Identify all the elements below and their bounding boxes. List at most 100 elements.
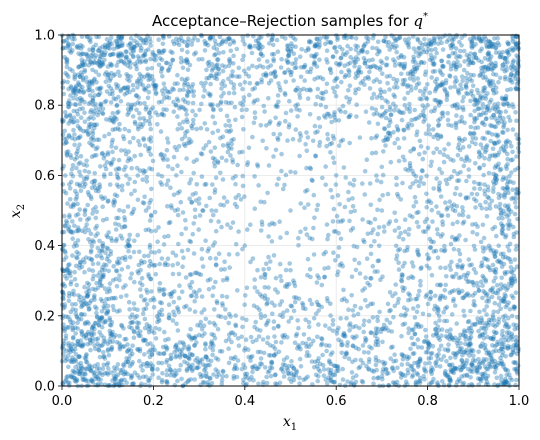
scatter-point: [185, 128, 190, 134]
scatter-point: [89, 179, 95, 185]
scatter-point: [166, 164, 171, 169]
scatter-point: [222, 267, 227, 272]
scatter-point: [360, 79, 366, 84]
scatter-point: [479, 68, 484, 74]
scatter-point: [74, 315, 80, 320]
scatter-point: [63, 314, 69, 320]
scatter-point: [240, 86, 245, 92]
scatter-point: [293, 127, 299, 132]
scatter-point: [77, 74, 83, 80]
scatter-point: [268, 259, 273, 264]
scatter-point: [190, 100, 196, 106]
scatter-point: [495, 40, 501, 46]
scatter-point: [464, 273, 470, 278]
scatter-point: [454, 321, 460, 326]
scatter-point: [445, 110, 451, 116]
scatter-point: [130, 82, 136, 88]
scatter-point: [452, 79, 458, 85]
scatter-point: [62, 223, 68, 228]
scatter-point: [324, 57, 329, 62]
scatter-point: [324, 343, 329, 348]
scatter-point: [446, 53, 451, 59]
scatter-point: [141, 136, 146, 141]
scatter-point: [71, 33, 77, 39]
scatter-point: [464, 75, 469, 81]
scatter-point: [223, 315, 228, 321]
scatter-point: [506, 248, 512, 253]
scatter-point: [513, 334, 519, 340]
scatter-point: [485, 106, 491, 111]
scatter-point: [156, 312, 162, 318]
scatter-point: [421, 60, 427, 66]
scatter-point: [224, 113, 230, 119]
scatter-point: [399, 352, 405, 357]
scatter-point: [354, 334, 359, 339]
scatter-point: [480, 273, 486, 279]
scatter-point: [368, 64, 374, 70]
scatter-point: [493, 290, 498, 296]
scatter-point: [514, 190, 519, 196]
scatter-point: [510, 347, 516, 352]
scatter-point: [407, 105, 413, 111]
scatter-point: [496, 316, 502, 322]
scatter-point: [361, 238, 366, 243]
scatter-point: [375, 339, 381, 344]
scatter-point: [92, 326, 97, 332]
scatter-point: [89, 332, 94, 338]
scatter-point: [213, 262, 219, 268]
scatter-point: [248, 222, 253, 227]
scatter-point: [500, 129, 505, 135]
scatter-point: [166, 67, 171, 73]
scatter-point: [81, 176, 87, 181]
scatter-point: [352, 208, 358, 214]
scatter-point: [218, 314, 224, 320]
scatter-point: [391, 359, 397, 364]
scatter-point: [427, 342, 433, 348]
scatter-point: [171, 41, 177, 47]
scatter-point: [105, 150, 111, 155]
scatter-point: [314, 207, 320, 213]
scatter-point: [157, 50, 162, 56]
scatter-point: [156, 62, 162, 68]
scatter-point: [257, 35, 262, 41]
scatter-point: [328, 301, 333, 307]
scatter-point: [476, 349, 481, 355]
scatter-point: [98, 101, 103, 107]
scatter-point: [157, 56, 163, 61]
scatter-point: [499, 230, 505, 236]
scatter-point: [324, 348, 329, 354]
scatter-point: [358, 305, 364, 311]
scatter-point: [475, 316, 480, 321]
scatter-point: [417, 96, 423, 101]
scatter-point: [186, 84, 191, 90]
scatter-point: [146, 330, 152, 335]
scatter-point: [477, 181, 483, 187]
scatter-point: [421, 92, 426, 98]
scatter-point: [141, 201, 147, 206]
scatter-point: [371, 369, 377, 374]
scatter-point: [291, 377, 297, 383]
scatter-point: [289, 370, 294, 376]
scatter-point: [483, 199, 488, 205]
scatter-point: [135, 232, 140, 238]
scatter-point: [191, 117, 196, 123]
scatter-point: [224, 158, 229, 163]
scatter-point: [100, 60, 105, 65]
scatter-point: [327, 114, 333, 119]
scatter-point: [204, 355, 209, 360]
scatter-point: [64, 140, 69, 145]
scatter-point: [315, 363, 320, 369]
scatter-point: [65, 43, 71, 49]
scatter-point: [82, 59, 87, 64]
scatter-point: [459, 367, 464, 372]
scatter-point: [484, 144, 489, 150]
scatter-point: [105, 372, 111, 377]
scatter-point: [486, 350, 492, 356]
scatter-point: [353, 60, 359, 65]
scatter-point: [187, 238, 192, 244]
scatter-point: [484, 43, 490, 48]
scatter-point: [490, 105, 496, 111]
scatter-point: [262, 293, 268, 298]
scatter-point: [158, 180, 163, 185]
scatter-point: [425, 341, 431, 346]
